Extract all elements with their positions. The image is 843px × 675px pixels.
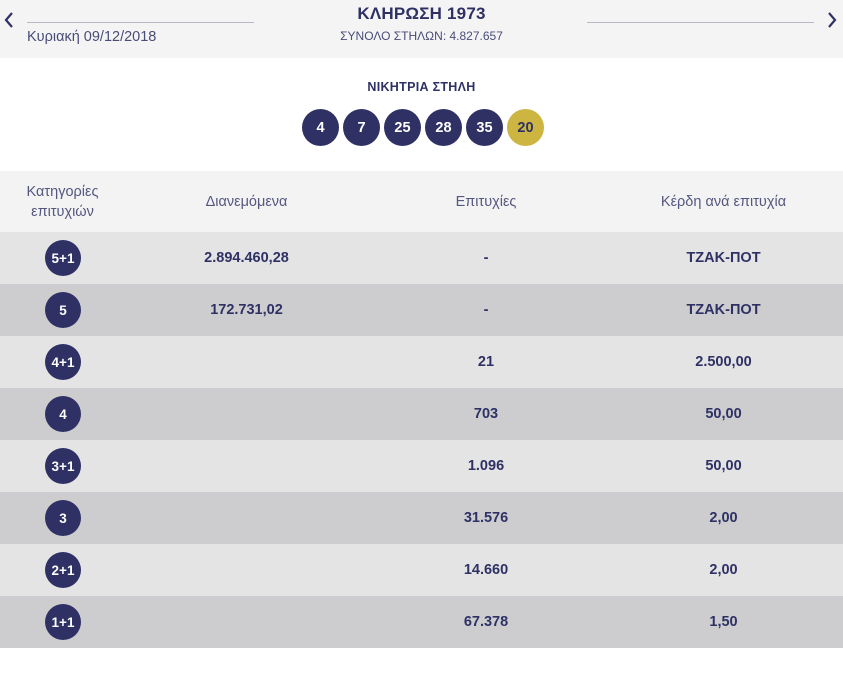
- results-table-header: Κατηγορίες επιτυχιών Διανεμόμενα Επιτυχί…: [0, 171, 843, 232]
- category-badge: 5: [45, 292, 81, 328]
- draw-title: ΚΛΗΡΩΣΗ 1973: [357, 4, 486, 23]
- category-badge: 1+1: [45, 604, 81, 640]
- distributed-cell: [125, 336, 368, 388]
- header-categories-line1: Κατηγορίες: [26, 183, 99, 200]
- category-badge: 3+1: [45, 448, 81, 484]
- distributed-cell: [125, 388, 368, 440]
- draw-date: Κυριακή 09/12/2018: [27, 29, 157, 45]
- next-draw-button[interactable]: [823, 8, 841, 32]
- distributed-cell: [125, 544, 368, 596]
- table-row: 1+1 67.378 1,50: [0, 596, 843, 648]
- results-table-body: 5+1 2.894.460,28 - ΤΖΑΚ-ΠΟΤ 5 172.731,02…: [0, 232, 843, 648]
- prize-cell: 2.500,00: [695, 354, 752, 370]
- table-row: 5+1 2.894.460,28 - ΤΖΑΚ-ΠΟΤ: [0, 232, 843, 284]
- columns-total: ΣΥΝΟΛΟ ΣΤΗΛΩΝ: 4.827.657: [340, 29, 503, 43]
- winning-number-ball: 4: [302, 109, 339, 146]
- prize-cell: 1,50: [709, 614, 738, 630]
- distributed-cell: [125, 596, 368, 648]
- category-badge: 5+1: [45, 240, 81, 276]
- table-row: 4 703 50,00: [0, 388, 843, 440]
- previous-draw-button[interactable]: [0, 8, 18, 32]
- wins-cell: 703: [473, 406, 499, 422]
- draw-header: Κυριακή 09/12/2018 ΚΛΗΡΩΣΗ 1973 ΣΥΝΟΛΟ Σ…: [0, 0, 843, 58]
- prize-cell: 2,00: [709, 562, 738, 578]
- prize-cell: 50,00: [705, 458, 742, 474]
- winning-number-ball: 28: [425, 109, 462, 146]
- header-categories-line2: επιτυχιών: [31, 203, 94, 220]
- winning-column-label: ΝΙΚΗΤΡΙΑ ΣΤΗΛΗ: [367, 80, 476, 94]
- table-row: 3+1 1.096 50,00: [0, 440, 843, 492]
- category-badge: 4+1: [45, 344, 81, 380]
- prize-cell: 2,00: [709, 510, 738, 526]
- header-prize-per-win: Κέρδη ανά επιτυχία: [660, 193, 787, 210]
- wins-cell: 21: [477, 354, 495, 370]
- prize-cell: ΤΖΑΚ-ΠΟΤ: [686, 250, 761, 266]
- table-row: 5 172.731,02 - ΤΖΑΚ-ΠΟΤ: [0, 284, 843, 336]
- divider-right: [587, 22, 814, 23]
- wins-cell: -: [483, 250, 489, 266]
- winning-number-ball: 35: [466, 109, 503, 146]
- distributed-cell: 172.731,02: [210, 302, 283, 318]
- category-badge: 3: [45, 500, 81, 536]
- table-row: 2+1 14.660 2,00: [0, 544, 843, 596]
- wins-cell: 1.096: [467, 458, 505, 474]
- header-wins: Επιτυχίες: [455, 193, 517, 210]
- wins-cell: 31.576: [463, 510, 509, 526]
- wins-cell: 67.378: [463, 614, 509, 630]
- table-row: 4+1 21 2.500,00: [0, 336, 843, 388]
- header-distributed: Διανεμόμενα: [205, 193, 288, 210]
- prize-cell: 50,00: [705, 406, 742, 422]
- header-categories: Κατηγορίες επιτυχιών: [0, 171, 125, 232]
- bonus-number-ball: 20: [507, 109, 544, 146]
- divider-left: [27, 22, 254, 23]
- distributed-cell: [125, 440, 368, 492]
- category-badge: 2+1: [45, 552, 81, 588]
- chevron-right-icon: [828, 12, 837, 28]
- table-row: 3 31.576 2,00: [0, 492, 843, 544]
- category-badge: 4: [45, 396, 81, 432]
- wins-cell: -: [483, 302, 489, 318]
- distributed-cell: [125, 492, 368, 544]
- winning-number-ball: 7: [343, 109, 380, 146]
- distributed-cell: 2.894.460,28: [204, 250, 289, 266]
- winning-number-ball: 25: [384, 109, 421, 146]
- wins-cell: 14.660: [463, 562, 509, 578]
- winning-numbers: 4 7 25 28 35 20: [302, 109, 548, 146]
- prize-cell: ΤΖΑΚ-ΠΟΤ: [686, 302, 761, 318]
- chevron-left-icon: [4, 12, 13, 28]
